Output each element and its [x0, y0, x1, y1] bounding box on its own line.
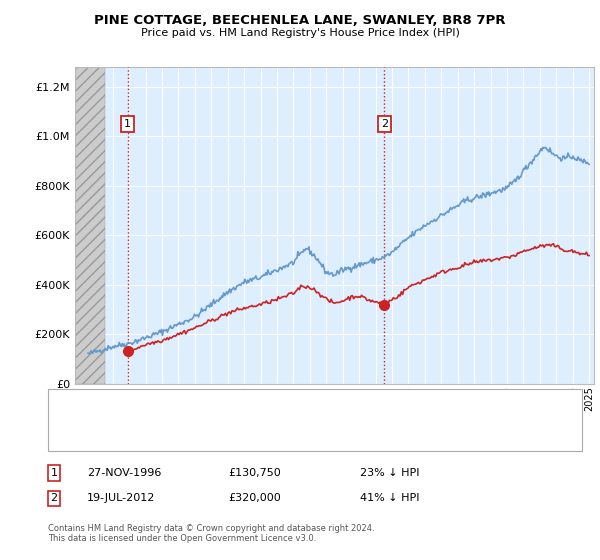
- Text: HPI: Average price, detached house, Sevenoaks: HPI: Average price, detached house, Seve…: [102, 428, 335, 438]
- Text: 27-NOV-1996: 27-NOV-1996: [87, 468, 161, 478]
- Text: 2: 2: [50, 493, 58, 503]
- Text: 19-JUL-2012: 19-JUL-2012: [87, 493, 155, 503]
- Text: 2: 2: [381, 119, 388, 129]
- Text: 23% ↓ HPI: 23% ↓ HPI: [360, 468, 419, 478]
- Text: PINE COTTAGE, BEECHENLEA LANE, SWANLEY, BR8 7PR (detached house): PINE COTTAGE, BEECHENLEA LANE, SWANLEY, …: [102, 402, 463, 412]
- Text: PINE COTTAGE, BEECHENLEA LANE, SWANLEY, BR8 7PR: PINE COTTAGE, BEECHENLEA LANE, SWANLEY, …: [94, 14, 506, 27]
- Text: 1: 1: [124, 119, 131, 129]
- Text: 41% ↓ HPI: 41% ↓ HPI: [360, 493, 419, 503]
- Text: Contains HM Land Registry data © Crown copyright and database right 2024.
This d: Contains HM Land Registry data © Crown c…: [48, 524, 374, 543]
- Bar: [75, 67, 104, 384]
- Text: £130,750: £130,750: [228, 468, 281, 478]
- Text: 1: 1: [50, 468, 58, 478]
- Text: £320,000: £320,000: [228, 493, 281, 503]
- Text: Price paid vs. HM Land Registry's House Price Index (HPI): Price paid vs. HM Land Registry's House …: [140, 28, 460, 38]
